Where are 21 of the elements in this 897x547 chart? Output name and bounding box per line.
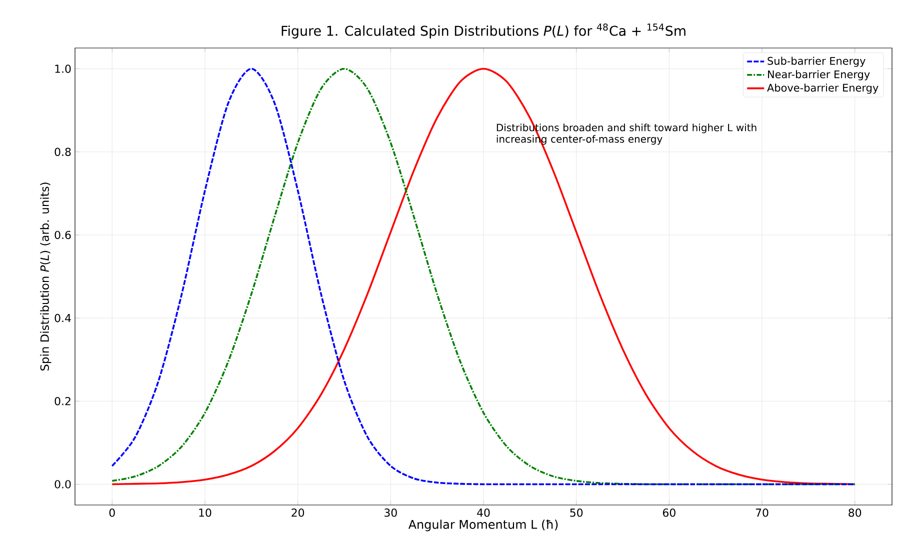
- x-tick-label: 80: [848, 508, 862, 517]
- legend-label: Near-barrier Energy: [768, 70, 870, 80]
- chart-title: Figure 1. Calculated Spin Distributions P(L) for $^{48}$Ca + $^{154}$Sm: [282, 23, 686, 38]
- x-tick-label: 60: [662, 508, 676, 517]
- y-tick-label: 1.0: [55, 64, 71, 73]
- legend-label: Above-barrier Energy: [767, 84, 878, 94]
- y-tick-label: 0.2: [54, 397, 70, 406]
- x-tick-label: 20: [292, 508, 304, 517]
- x-tick-label: 30: [384, 508, 397, 517]
- x-tick-label: 0: [109, 508, 115, 517]
- y-tick-label: 0.4: [54, 314, 71, 322]
- legend-label: Sub-barrier Energy: [768, 56, 866, 67]
- x-axis-title: Angular Momentum L (ħ): [408, 520, 558, 532]
- y-tick-label: 0.8: [54, 148, 71, 156]
- x-tick-label: 40: [477, 508, 490, 517]
- x-tick-label: 70: [756, 508, 768, 517]
- y-tick-label: 0.0: [54, 480, 71, 488]
- x-tick-label: 10: [199, 508, 212, 517]
- x-tick-label: 50: [570, 508, 583, 517]
- y-tick-label: 0.6: [54, 230, 71, 240]
- y-axis-title: Spin Distribution P(L) (arb. units): [40, 182, 52, 371]
